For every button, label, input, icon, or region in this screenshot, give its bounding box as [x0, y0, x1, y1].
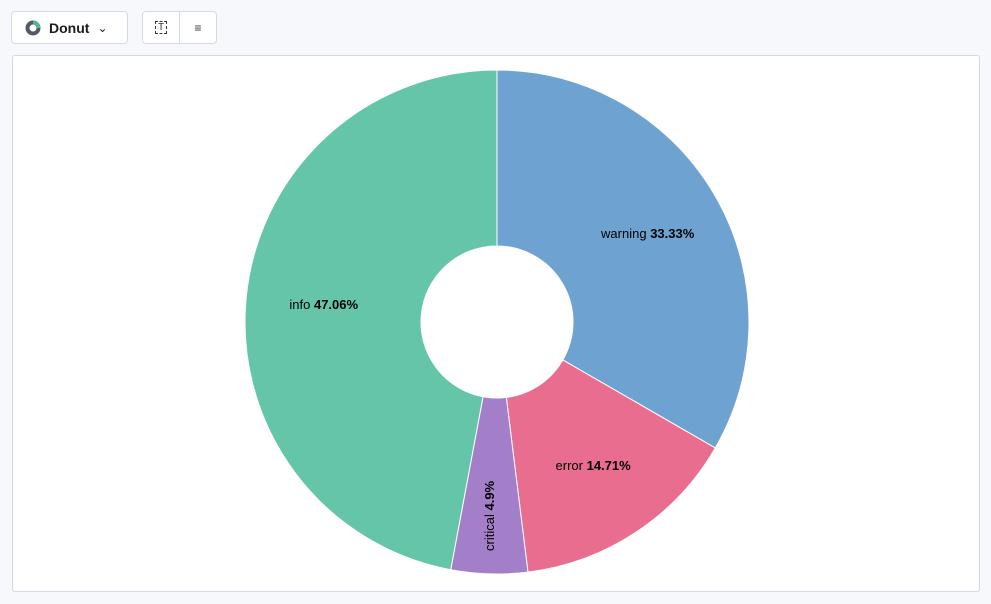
toggle-labels-button[interactable]: T — [143, 12, 179, 43]
data-label-error: error 14.71% — [556, 458, 632, 473]
toggle-legend-button[interactable]: ≡ — [179, 12, 216, 43]
legend-icon: ≡ — [194, 20, 202, 35]
text-label-icon: T — [154, 21, 168, 34]
data-label-warning: warning 33.33% — [600, 226, 695, 241]
chart-type-dropdown[interactable]: Donut ⌄ — [11, 11, 128, 44]
donut-chart: warning 33.33% error 14.71% critical 4.9% i… — [244, 69, 750, 575]
donut-icon — [25, 20, 41, 35]
chevron-down-icon: ⌄ — [97, 20, 108, 35]
slice-error[interactable] — [505, 359, 716, 573]
data-label-critical: critical 4.9% — [482, 480, 497, 551]
chart-panel: warning 33.33% error 14.71% critical 4.9% i… — [12, 55, 980, 592]
slice-warning[interactable] — [496, 69, 750, 449]
chart-type-label: Donut — [49, 19, 90, 36]
data-label-info: info 47.06% — [289, 297, 358, 312]
display-options-group: T ≡ — [142, 11, 217, 44]
slice-info[interactable] — [244, 69, 498, 571]
